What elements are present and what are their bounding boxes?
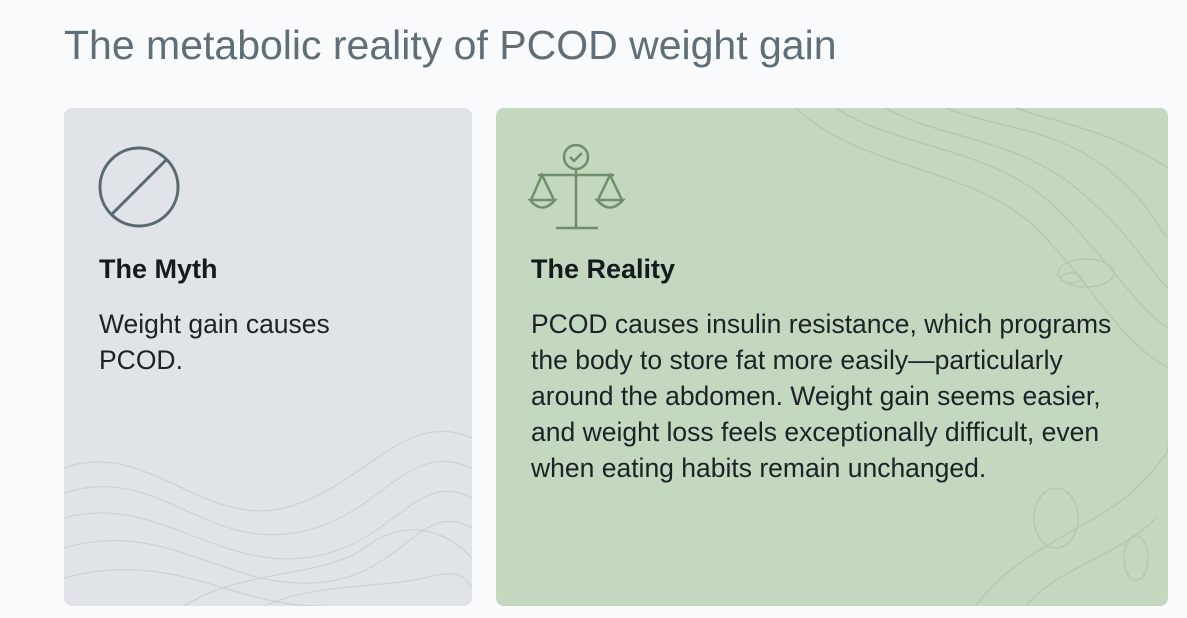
- contour-decoration: [795, 108, 1168, 606]
- prohibited-icon: [98, 146, 180, 228]
- scale-icon: [527, 143, 626, 230]
- card-heading: The Myth: [99, 254, 218, 284]
- card-heading: The Reality: [531, 254, 676, 284]
- myth-card: The Myth Weight gain causes PCOD.: [64, 108, 472, 606]
- contour-decoration: [64, 430, 472, 606]
- card-body: Weight gain causes PCOD.: [99, 309, 330, 375]
- card-body: PCOD causes insulin resistance, which pr…: [531, 309, 1112, 483]
- page-title: The metabolic reality of PCOD weight gai…: [64, 22, 837, 68]
- reality-card: The Reality PCOD causes insulin resistan…: [496, 108, 1168, 606]
